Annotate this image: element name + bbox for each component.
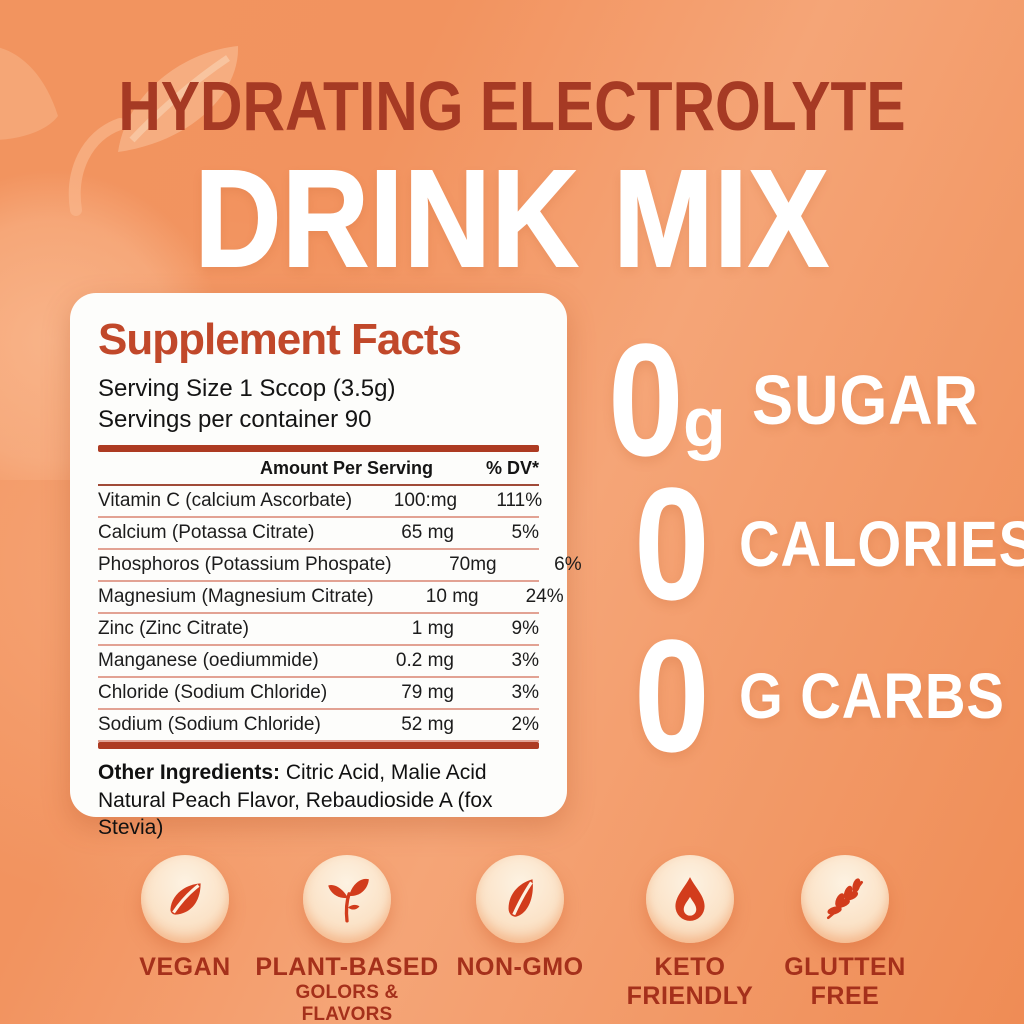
nutrient-dv: 5% xyxy=(511,522,539,544)
table-row: Phosphoros (Potassium Phospate) 70mg 6% xyxy=(98,550,582,583)
claim-zero-value: 0 xyxy=(608,310,684,489)
supplement-facts-panel: Supplement Facts Serving Size 1 Sccop (3… xyxy=(70,293,582,839)
claim-sugar: 0 g SUGAR xyxy=(608,310,1018,489)
badge-label: NON-GMO xyxy=(456,953,584,981)
column-header-amount: Amount Per Serving xyxy=(259,458,434,479)
table-header-row: Amount Per Serving % DV* xyxy=(98,452,539,487)
nutrient-amount: 70mg xyxy=(449,554,497,576)
nutrient-amount: 10 mg xyxy=(425,586,479,608)
column-header-dv: % DV* xyxy=(485,458,539,479)
badge-vegan: VEGAN xyxy=(90,855,280,982)
nutrient-amount: 0.2 mg xyxy=(395,650,454,672)
nutrient-dv: 3% xyxy=(511,682,539,704)
other-ingredients-label: Other Ingredients: xyxy=(98,761,281,785)
servings-per-container: Servings per container 90 xyxy=(98,406,372,434)
headline: HYDRATING ELECTROLYTE DRINK MIX xyxy=(0,66,1024,299)
panel-title: Supplement Facts xyxy=(98,315,462,364)
wheat-icon xyxy=(826,878,864,920)
nutrient-name: Magnesium (Magnesium Citrate) xyxy=(98,586,374,608)
claim-label: G CARBS xyxy=(738,660,1005,732)
badge-keto-friendly: KETO FRIENDLY xyxy=(595,855,785,1011)
table-row: Vitamin C (calcium Ascorbate) 100:mg 111… xyxy=(98,486,543,519)
nutrient-amount: 1 mg xyxy=(411,618,454,640)
table-row: Calcium (Potassa Citrate) 65 mg 5% xyxy=(98,518,539,551)
badge-label: PLANT-BASED xyxy=(255,953,439,981)
claim-carbs: 0 G CARBS xyxy=(634,606,1018,785)
nutrient-name: Sodium (Sodium Chloride) xyxy=(98,714,321,736)
table-row: Magnesium (Magnesium Citrate) 10 mg 24% xyxy=(98,582,564,615)
nutrient-name: Phosphoros (Potassium Phospate) xyxy=(98,554,392,576)
nutrient-amount: 79 mg xyxy=(401,682,454,704)
nutrient-dv: 9% xyxy=(511,618,539,640)
claim-zero-value: 0 xyxy=(634,606,710,785)
other-ingredients: Other Ingredients: Citric Acid, Malie Ac… xyxy=(98,759,539,841)
nutrient-amount: 52 mg xyxy=(401,714,454,736)
badge-label: VEGAN xyxy=(139,953,231,981)
badge-plant-based: PLANT-BASED GOLORS & FLAVORS xyxy=(252,855,442,1024)
leaf-icon xyxy=(508,879,533,917)
claim-unit: g xyxy=(682,383,726,461)
badge-label: GLUTTEN xyxy=(784,953,906,981)
serving-size: Serving Size 1 Sccop (3.5g) xyxy=(98,375,396,402)
nutrient-amount: 65 mg xyxy=(401,522,454,544)
nutrient-dv: 6% xyxy=(554,554,582,576)
other-ingredients-line1: Citric Acid, Malie Acid xyxy=(280,761,487,785)
divider-thick-top xyxy=(98,445,539,453)
sprout-icon xyxy=(328,878,369,923)
claim-label: CALORIES xyxy=(738,508,1024,580)
table-row: Chloride (Sodium Chloride) 79 mg 3% xyxy=(98,678,539,711)
divider-thick-bottom xyxy=(98,742,539,750)
nutrient-name: Calcium (Potassa Citrate) xyxy=(98,522,315,544)
claim-zero-value: 0 xyxy=(634,454,710,633)
nutrient-amount: 100:mg xyxy=(393,490,458,512)
table-row: Manganese (oediummide) 0.2 mg 3% xyxy=(98,646,539,679)
badge-gluten-free: GLUTTEN FREE xyxy=(750,855,940,1011)
nutrient-dv: 111% xyxy=(496,490,543,512)
headline-line1: HYDRATING ELECTROLYTE xyxy=(118,67,906,145)
badge-label: KETO xyxy=(654,953,726,981)
badge-sublabel: GOLORS & FLAVORS xyxy=(295,981,399,1024)
nutrient-dv: 3% xyxy=(511,650,539,672)
nutrient-name: Vitamin C (calcium Ascorbate) xyxy=(98,490,353,512)
other-ingredients-line2: Natural Peach Flavor, Rebaudioside A (fo… xyxy=(98,788,493,839)
headline-line2: DRINK MIX xyxy=(194,141,830,297)
nutrient-name: Manganese (oediummide) xyxy=(98,650,319,672)
nutrient-name: Zinc (Zinc Citrate) xyxy=(98,618,249,640)
droplet-icon xyxy=(675,877,705,921)
badge-sublabel: FREE xyxy=(810,981,880,1010)
claim-label: SUGAR xyxy=(751,361,979,439)
table-row: Zinc (Zinc Citrate) 1 mg 9% xyxy=(98,614,539,647)
badge-non-gmo: NON-GMO xyxy=(425,855,615,982)
zero-claims: 0 g SUGAR 0 CALORIES 0 G CARBS xyxy=(598,310,1024,785)
table-row: Sodium (Sodium Chloride) 52 mg 2% xyxy=(98,710,539,743)
nutrient-dv: 2% xyxy=(511,714,539,736)
claim-calories: 0 CALORIES xyxy=(634,454,1024,633)
leaf-icon xyxy=(170,883,201,915)
nutrient-dv: 24% xyxy=(525,586,564,608)
nutrient-name: Chloride (Sodium Chloride) xyxy=(98,682,328,704)
badge-sublabel: FRIENDLY xyxy=(626,981,754,1010)
